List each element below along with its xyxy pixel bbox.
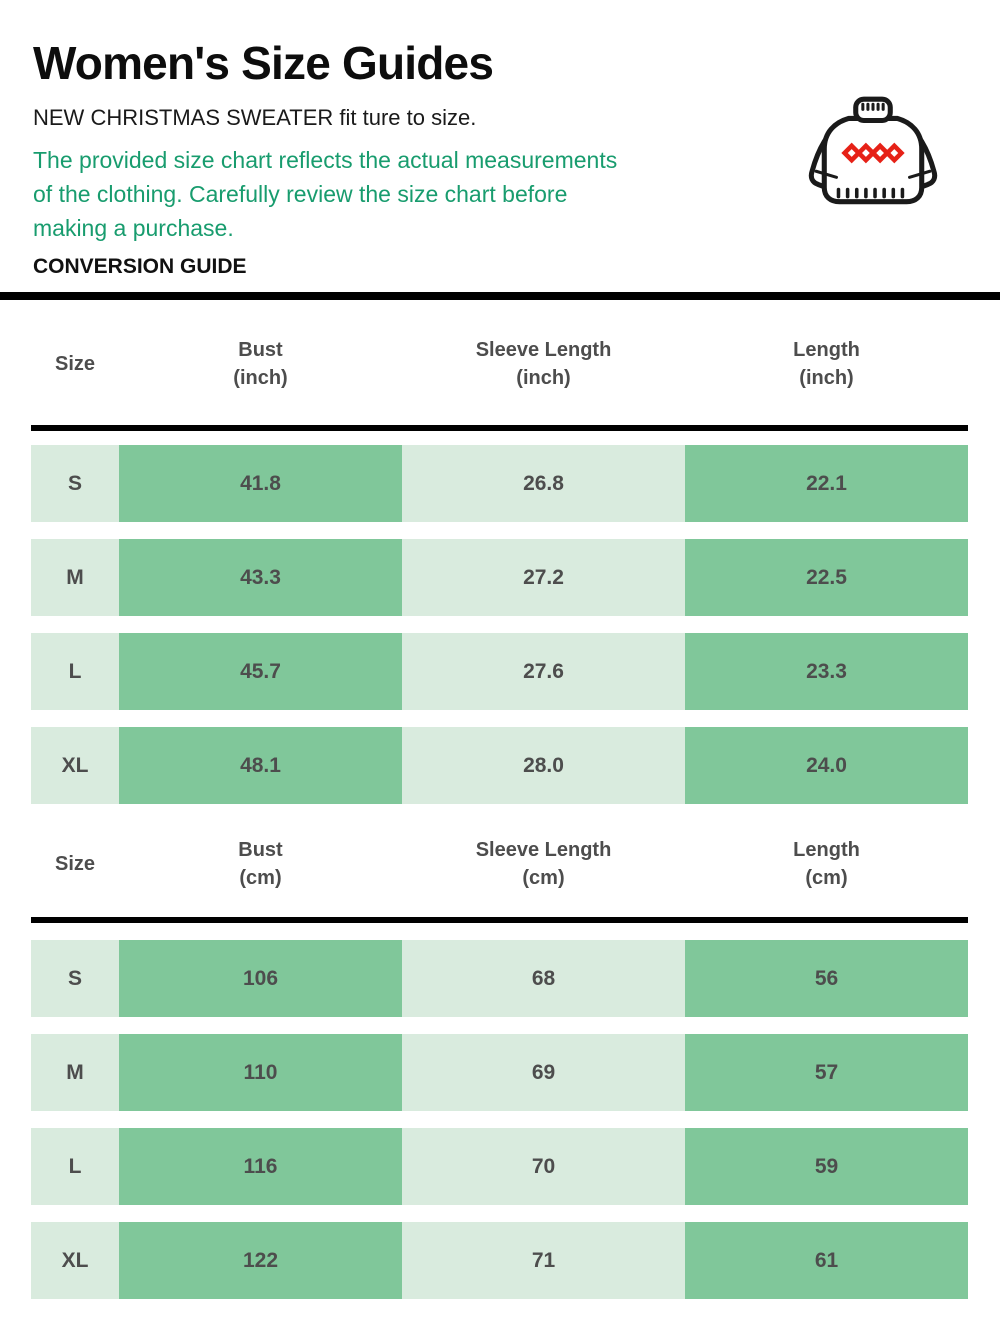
table-divider [31, 425, 968, 431]
length-cell: 57 [685, 1034, 968, 1111]
table-row: M 43.3 27.2 22.5 [31, 539, 968, 616]
bust-cell: 116 [119, 1128, 402, 1205]
length-cell: 23.3 [685, 633, 968, 710]
size-cell: S [31, 445, 119, 522]
measurement-note-line: making a purchase. [33, 215, 234, 241]
bust-cell: 106 [119, 940, 402, 1017]
section-divider [0, 292, 1000, 300]
sweater-icon [808, 96, 938, 205]
column-header-sleeve-length: Sleeve Length (inch) [402, 336, 685, 392]
size-table-inch: Size Bust (inch) Sleeve Length (inch) Le… [31, 336, 968, 804]
sleeve-cell: 27.6 [402, 633, 685, 710]
table-header-row: Size Bust (inch) Sleeve Length (inch) Le… [31, 336, 968, 392]
length-cell: 61 [685, 1222, 968, 1299]
column-header-sleeve-length: Sleeve Length (cm) [402, 836, 685, 892]
size-cell: M [31, 539, 119, 616]
bust-cell: 45.7 [119, 633, 402, 710]
conversion-guide-label: CONVERSION GUIDE [33, 255, 247, 278]
bust-cell: 110 [119, 1034, 402, 1111]
size-table-cm: Size Bust (cm) Sleeve Length (cm) Length… [31, 836, 968, 1299]
column-header-label: Length [793, 339, 860, 361]
table-header-row: Size Bust (cm) Sleeve Length (cm) Length… [31, 836, 968, 892]
sleeve-cell: 69 [402, 1034, 685, 1111]
sleeve-cell: 26.8 [402, 445, 685, 522]
column-header-length: Length (inch) [685, 336, 968, 392]
size-cell: M [31, 1034, 119, 1111]
measurement-note: The provided size chart reflects the act… [33, 143, 967, 245]
bust-cell: 48.1 [119, 727, 402, 804]
table-row: S 106 68 56 [31, 940, 968, 1017]
column-header-size: Size [54, 353, 96, 375]
header-area: Women's Size Guides NEW CHRISTMAS SWEATE… [0, 0, 1000, 279]
sweater-body [821, 115, 925, 205]
column-header-label: Bust [238, 839, 283, 861]
column-header-label: Bust [238, 339, 283, 361]
size-cell: XL [31, 727, 119, 804]
column-header-label: Sleeve Length [475, 839, 612, 861]
length-cell: 22.5 [685, 539, 968, 616]
length-cell: 22.1 [685, 445, 968, 522]
table-body: S 106 68 56 M 110 69 57 L 116 70 59 XL 1… [31, 940, 968, 1299]
length-cell: 59 [685, 1128, 968, 1205]
table-row: XL 122 71 61 [31, 1222, 968, 1299]
column-header-unit: (cm) [522, 867, 565, 889]
column-header-unit: (inch) [799, 367, 854, 389]
sweater-diamond-pattern [841, 142, 905, 164]
size-cell: L [31, 1128, 119, 1205]
table-divider [31, 917, 968, 923]
table-row: L 116 70 59 [31, 1128, 968, 1205]
column-header-label: Length [793, 839, 860, 861]
sleeve-cell: 28.0 [402, 727, 685, 804]
table-row: XL 48.1 28.0 24.0 [31, 727, 968, 804]
column-header-unit: (cm) [239, 867, 282, 889]
measurement-note-line: The provided size chart reflects the act… [33, 147, 618, 173]
column-header-unit: (inch) [516, 367, 571, 389]
sleeve-cell: 68 [402, 940, 685, 1017]
column-header-unit: (cm) [805, 867, 848, 889]
column-header-bust: Bust (cm) [119, 836, 402, 892]
bust-cell: 41.8 [119, 445, 402, 522]
size-cell: S [31, 940, 119, 1017]
column-header-length: Length (cm) [685, 836, 968, 892]
size-cell: XL [31, 1222, 119, 1299]
table-row: M 110 69 57 [31, 1034, 968, 1111]
fit-note: NEW CHRISTMAS SWEATER fit ture to size. [33, 105, 477, 130]
bust-cell: 122 [119, 1222, 402, 1299]
page-title: Women's Size Guides [33, 37, 494, 89]
table-row: L 45.7 27.6 23.3 [31, 633, 968, 710]
length-cell: 24.0 [685, 727, 968, 804]
size-cell: L [31, 633, 119, 710]
sleeve-cell: 70 [402, 1128, 685, 1205]
table-body: S 41.8 26.8 22.1 M 43.3 27.2 22.5 L 45.7… [31, 445, 968, 804]
table-row: S 41.8 26.8 22.1 [31, 445, 968, 522]
column-header-unit: (inch) [233, 367, 288, 389]
column-header-label: Sleeve Length [475, 339, 612, 361]
bust-cell: 43.3 [119, 539, 402, 616]
measurement-note-line: of the clothing. Carefully review the si… [33, 181, 568, 207]
length-cell: 56 [685, 940, 968, 1017]
column-header-bust: Bust (inch) [119, 336, 402, 392]
sleeve-cell: 71 [402, 1222, 685, 1299]
sleeve-cell: 27.2 [402, 539, 685, 616]
column-header-size: Size [54, 853, 96, 875]
